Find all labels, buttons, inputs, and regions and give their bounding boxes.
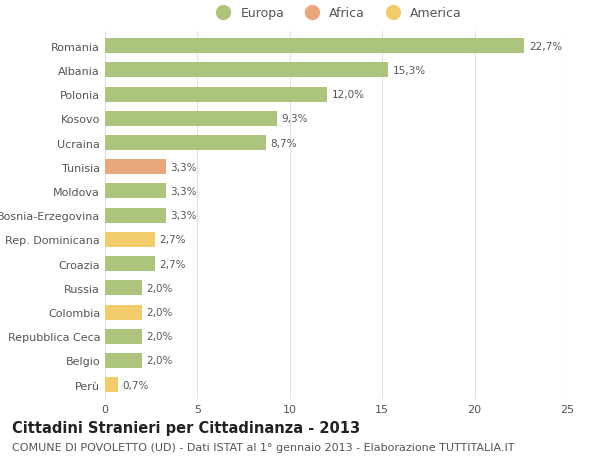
Text: 2,7%: 2,7% [160,235,186,245]
Bar [105,39,524,54]
Text: 0,7%: 0,7% [122,380,149,390]
Text: 3,3%: 3,3% [170,211,197,221]
Text: 2,0%: 2,0% [146,283,173,293]
Bar [105,353,142,368]
Bar [105,281,142,296]
Bar [105,232,155,247]
Text: 8,7%: 8,7% [271,138,297,148]
Bar [105,184,166,199]
Text: COMUNE DI POVOLETTO (UD) - Dati ISTAT al 1° gennaio 2013 - Elaborazione TUTTITAL: COMUNE DI POVOLETTO (UD) - Dati ISTAT al… [12,442,515,452]
Legend: Europa, Africa, America: Europa, Africa, America [210,7,462,20]
Bar [105,257,155,272]
Text: 2,0%: 2,0% [146,356,173,366]
Text: 2,0%: 2,0% [146,331,173,341]
Text: 3,3%: 3,3% [170,162,197,173]
Text: Cittadini Stranieri per Cittadinanza - 2013: Cittadini Stranieri per Cittadinanza - 2… [12,420,360,435]
Text: 2,0%: 2,0% [146,308,173,317]
Bar [105,377,118,392]
Bar [105,208,166,223]
Text: 22,7%: 22,7% [529,42,562,51]
Bar [105,88,327,102]
Bar [105,305,142,320]
Text: 2,7%: 2,7% [160,259,186,269]
Text: 12,0%: 12,0% [331,90,364,100]
Text: 9,3%: 9,3% [281,114,308,124]
Bar [105,160,166,175]
Bar [105,136,266,151]
Text: 15,3%: 15,3% [392,66,425,76]
Bar [105,63,388,78]
Text: 3,3%: 3,3% [170,186,197,196]
Bar [105,329,142,344]
Bar [105,112,277,127]
